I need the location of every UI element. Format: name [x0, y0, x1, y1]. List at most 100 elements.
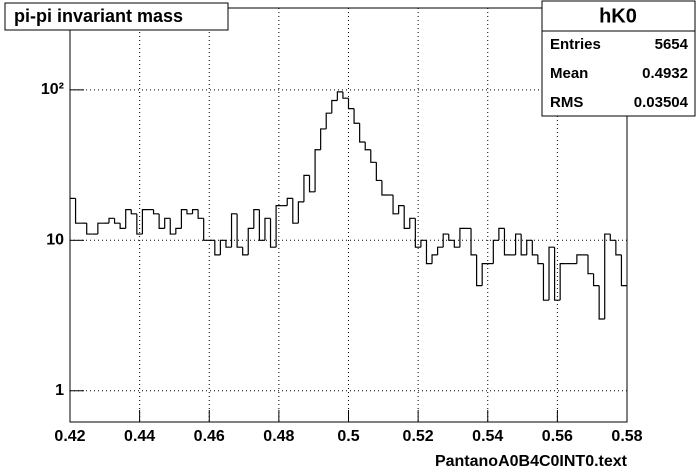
histogram-bin [292, 198, 299, 224]
histogram-bin [136, 213, 143, 235]
x-tick-label: 0.46 [194, 428, 225, 445]
histogram-bin [531, 240, 538, 256]
histogram-bin [598, 285, 605, 320]
stats-box: hK0 Entries 5654 Mean 0.4932 RMS 0.03504 [541, 0, 696, 117]
histogram-bin [180, 209, 187, 229]
histogram-bin [331, 99, 338, 114]
histogram-bin [203, 218, 210, 241]
histogram-bin [503, 228, 511, 256]
histogram-bin [392, 195, 399, 215]
histogram-bin [342, 91, 349, 99]
histogram-bin [308, 175, 316, 193]
stats-title: hK0 [599, 5, 637, 27]
histogram-bin [409, 217, 416, 229]
histogram-bin [459, 227, 466, 248]
histogram-bin [425, 240, 433, 265]
histogram-bin [152, 209, 160, 215]
stats-value: 0.03504 [634, 94, 689, 111]
histogram-bin [526, 239, 533, 255]
histogram-bin [347, 98, 355, 110]
histogram-bin [320, 128, 327, 150]
histogram-bin [258, 209, 265, 241]
histogram-bin [325, 112, 332, 129]
histogram-bin [381, 180, 388, 196]
histogram-bin [169, 218, 176, 235]
y-tick-label: 10² [41, 81, 64, 98]
histogram-bin [592, 273, 600, 287]
histogram-bin [442, 233, 449, 248]
histogram-bin [604, 233, 611, 319]
histogram-bin [453, 240, 460, 248]
stats-frame [541, 0, 696, 117]
x-tick-label: 0.5 [337, 428, 359, 445]
histogram-bin [353, 108, 360, 124]
histogram-bin [141, 209, 148, 235]
stats-label: Mean [550, 65, 588, 82]
histogram-bin [186, 209, 193, 215]
histogram-bin [113, 218, 121, 224]
histogram-bin [609, 234, 616, 241]
histogram-bin [548, 246, 555, 301]
x-tick-label: 0.42 [54, 428, 85, 445]
histogram-bin [214, 240, 221, 256]
histogram-bin [537, 254, 544, 265]
x-tick-label: 0.44 [124, 428, 155, 445]
histogram-bin [86, 223, 93, 235]
histogram-bin [481, 263, 488, 286]
histogram-bin [74, 198, 82, 224]
histogram-bin [230, 213, 238, 248]
histogram-bin [398, 205, 405, 214]
y-tick-label: 1 [55, 382, 64, 399]
histogram-bin [370, 149, 377, 163]
histogram-bin [553, 247, 561, 301]
histogram-bin [403, 205, 410, 229]
histogram-bin [587, 254, 594, 275]
histogram-bin [119, 223, 126, 229]
histogram-bin [269, 218, 277, 248]
stats-label: RMS [550, 94, 583, 111]
histogram-bin [336, 91, 343, 101]
histogram-bin [225, 240, 232, 248]
histogram-bin [219, 239, 226, 255]
histogram-bin [437, 246, 444, 255]
histogram-bin [297, 201, 304, 224]
title-box [4, 2, 229, 31]
histogram-bin [191, 209, 199, 214]
histogram-bin [236, 213, 243, 248]
histogram-bin [253, 209, 260, 229]
histogram-bin [286, 197, 293, 206]
histogram-bin [197, 209, 204, 219]
x-tick-label: 0.48 [263, 428, 294, 445]
stats-value: 0.4932 [642, 65, 688, 82]
histogram-bin [125, 209, 132, 229]
histogram-bin [314, 149, 321, 192]
histogram-bin [492, 239, 499, 264]
histogram-bin [448, 234, 455, 241]
histogram-bin [620, 254, 627, 287]
histogram-bin [242, 247, 249, 256]
histogram-bin [498, 227, 505, 241]
histogram-bin [431, 254, 438, 264]
stats-value: 5654 [655, 36, 689, 53]
x-tick-label: 0.54 [472, 428, 503, 445]
stats-label: Entries [550, 36, 601, 53]
histogram-bin [476, 254, 483, 287]
histogram-bin [559, 263, 566, 301]
histogram-bin [414, 218, 421, 248]
histogram-bin [108, 217, 115, 224]
histogram-bin [175, 227, 182, 235]
histogram-bin [359, 123, 366, 143]
histogram-bin [364, 142, 371, 151]
histogram-bin [615, 240, 622, 256]
chart-title: pi-pi invariant mass [14, 6, 183, 26]
x-tick-label: 0.56 [542, 428, 573, 445]
x-tick-label: 0.52 [403, 428, 434, 445]
histogram-bin [97, 222, 104, 235]
histogram-bin [470, 228, 477, 256]
histogram-bin [515, 233, 522, 255]
histogram-bin [164, 217, 171, 229]
histogram-bin [158, 213, 165, 229]
histogram-bin [375, 162, 382, 182]
histogram-bin [542, 263, 550, 301]
